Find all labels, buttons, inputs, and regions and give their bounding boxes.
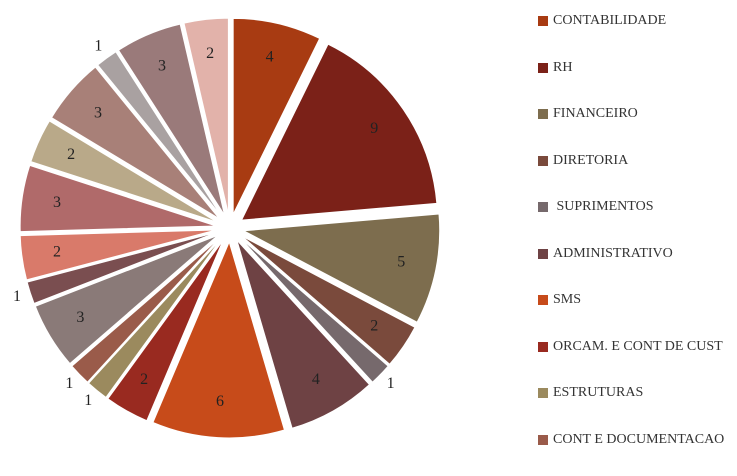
pie-slice (183, 17, 229, 215)
pie-slice (34, 234, 219, 365)
data-label: 5 (397, 253, 405, 270)
data-label: 3 (76, 309, 84, 326)
legend-label: ADMINISTRATIVO (553, 245, 673, 261)
data-label: 9 (370, 120, 378, 137)
pie-slice (241, 213, 441, 323)
pie-slice (240, 43, 438, 221)
data-label: 1 (65, 375, 73, 392)
legend-label: SUPRIMENTOS (553, 199, 654, 214)
legend-label: RH (553, 59, 573, 75)
data-label: 2 (140, 371, 148, 388)
legend-label: SMS (553, 292, 582, 307)
pie-slice (71, 237, 221, 383)
legend-item: ESTRUTURAS (538, 384, 734, 401)
legend-item: SUPRIMENTOS (538, 198, 734, 215)
legend-item: DIRETORIA (538, 152, 734, 169)
data-label: 1 (387, 375, 395, 392)
data-label: 4 (266, 48, 274, 65)
legend-swatch (538, 16, 548, 26)
legend-swatch (538, 248, 548, 259)
pie-slice (30, 120, 218, 223)
legend-swatch (538, 295, 548, 305)
legend-label: ORCAM. E CONT DE CUST (553, 338, 723, 354)
pie-slice (50, 66, 220, 220)
data-label: 1 (84, 392, 92, 409)
legend-swatch (538, 434, 548, 445)
legend-item: ORCAM. E CONT DE CUST (538, 338, 734, 355)
pie-slice (241, 235, 416, 365)
data-label: 2 (53, 244, 61, 261)
pie-slice (19, 164, 217, 233)
legend-swatch (538, 62, 548, 73)
pie-slice (26, 231, 217, 305)
data-label: 3 (158, 58, 166, 75)
legend-item: SMS (538, 291, 734, 308)
data-label: 1 (13, 288, 21, 305)
pie-slice (87, 238, 222, 399)
pie-slice (236, 239, 371, 429)
data-label: 6 (216, 393, 224, 410)
legend-swatch (538, 155, 548, 166)
legend-item: FINANCEIRO (538, 105, 734, 122)
pie-slice (19, 229, 217, 281)
pie-slice (107, 239, 224, 422)
data-label: 3 (53, 194, 61, 211)
legend-item: ADMINISTRATIVO (538, 245, 734, 262)
legend-swatch (538, 341, 548, 352)
data-label: 2 (206, 45, 214, 62)
legend-item: CONT E DOCUMENTACAO (538, 431, 734, 448)
legend-label: FINANCEIRO (553, 106, 638, 121)
legend-item: CONTABILIDADE (538, 12, 734, 29)
pie-slice (239, 237, 389, 383)
data-label: 4 (312, 371, 320, 388)
data-label: 2 (370, 317, 378, 334)
data-label: 1 (94, 37, 102, 54)
legend-swatch (538, 202, 548, 212)
legend-label: ESTRUTURAS (553, 385, 644, 400)
legend-label: CONT E DOCUMENTACAO (553, 431, 725, 447)
legend-label: CONTABILIDADE (553, 13, 667, 28)
legend-swatch (538, 109, 548, 119)
pie-slice (232, 17, 321, 215)
pie-slice (152, 240, 286, 439)
legend-item: RH (538, 59, 734, 76)
pie-slice (96, 51, 223, 217)
legend-swatch (538, 388, 548, 398)
legend-label: DIRETORIA (553, 152, 629, 168)
pie-slice (117, 23, 226, 216)
data-label: 3 (94, 104, 102, 121)
data-label: 2 (67, 146, 75, 163)
